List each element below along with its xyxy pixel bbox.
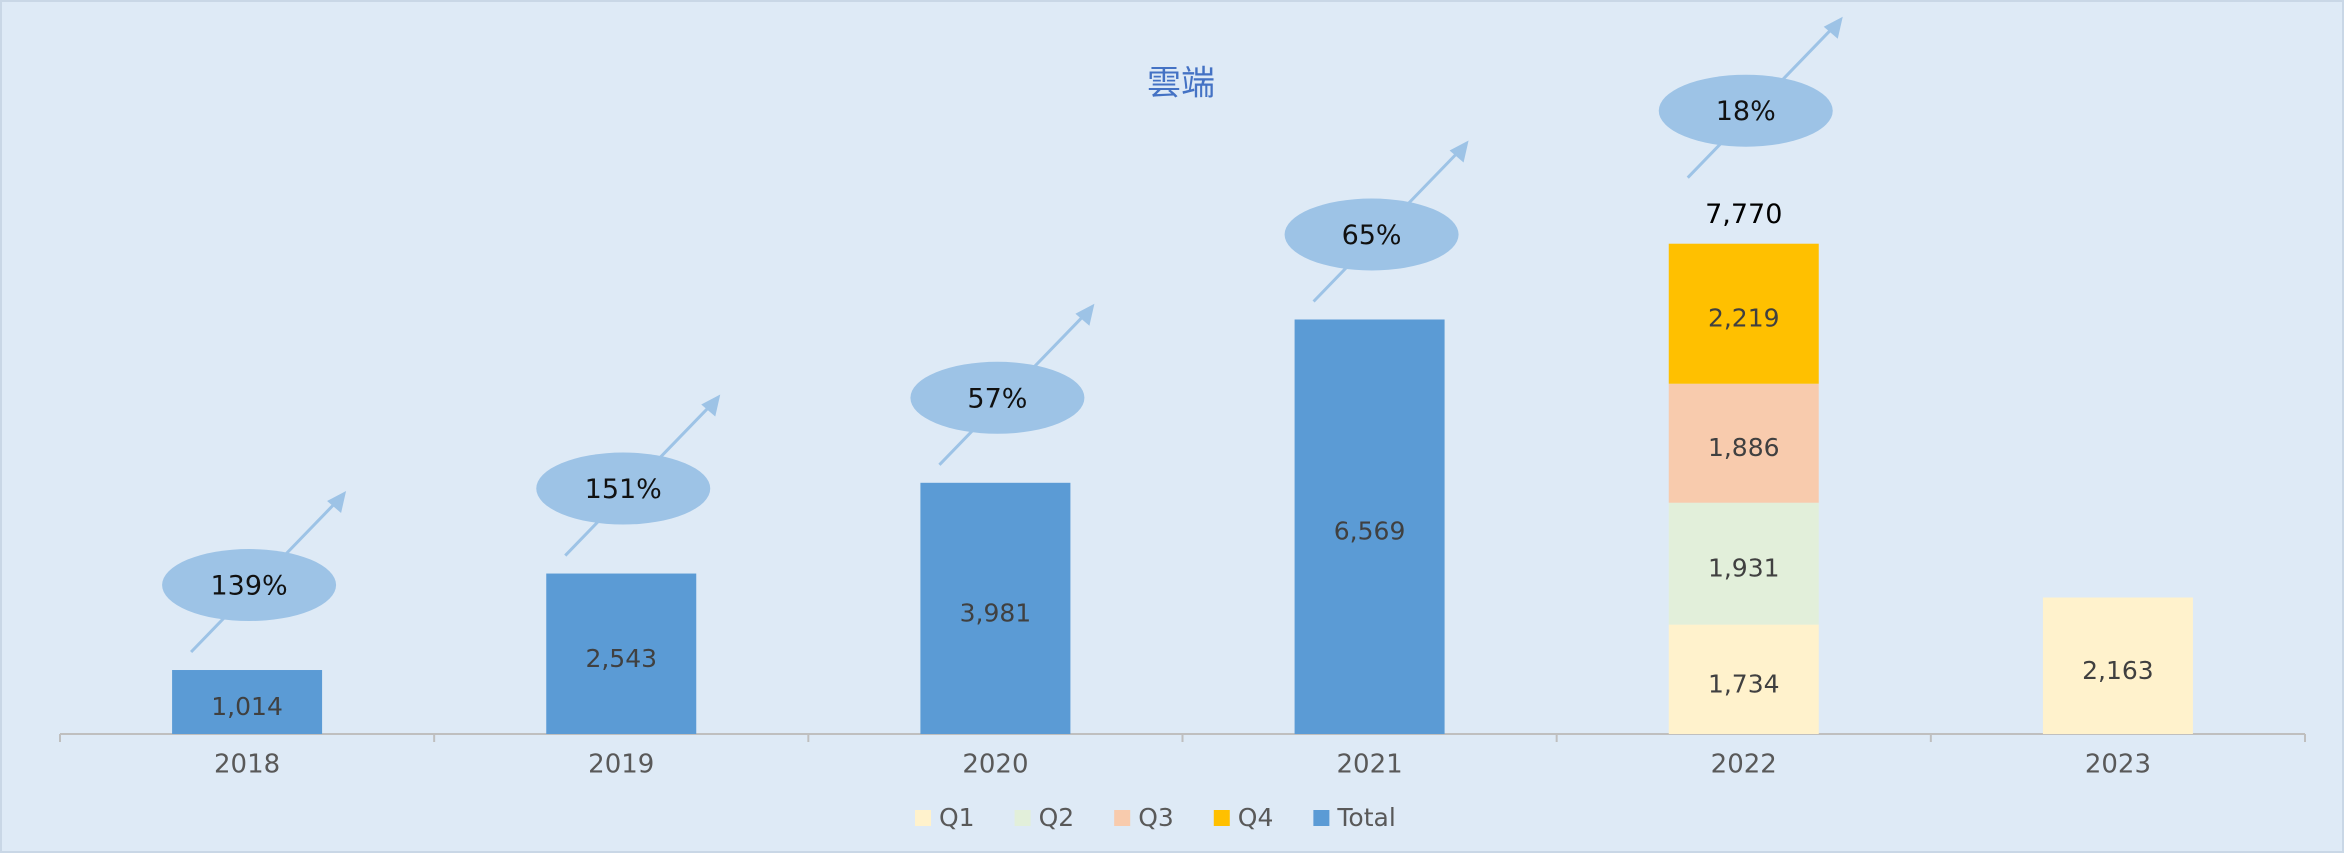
x-tick-label: 2020 xyxy=(962,750,1028,780)
bar-segment xyxy=(1294,319,1445,734)
bar-segment xyxy=(1668,502,1819,625)
x-tick-label: 2021 xyxy=(1336,750,1402,780)
legend-swatch xyxy=(1213,810,1230,826)
data-label: 2,163 xyxy=(2082,656,2154,685)
growth-bubble xyxy=(910,361,1085,434)
growth-bubble xyxy=(1658,74,1833,147)
bar-segment xyxy=(1668,243,1819,384)
bar-segment xyxy=(1668,624,1819,734)
bar-segment xyxy=(172,670,323,734)
bar-segment xyxy=(920,482,1071,734)
legend-label: Q2 xyxy=(1039,803,1075,832)
chart-title: 雲端 xyxy=(1147,64,1215,104)
growth-label: 139% xyxy=(210,571,287,602)
data-label: 1,886 xyxy=(1708,433,1780,462)
x-tick-label: 2018 xyxy=(214,750,280,780)
bar-segment xyxy=(1668,383,1819,503)
data-label: 6,569 xyxy=(1334,517,1406,546)
x-tick-label: 2022 xyxy=(1711,750,1777,780)
legend-label: Q1 xyxy=(939,803,975,832)
legend-swatch xyxy=(1114,810,1131,826)
growth-arrowhead xyxy=(701,394,721,417)
data-label: 1,734 xyxy=(1708,669,1780,698)
x-tick-label: 2023 xyxy=(2085,750,2151,780)
growth-arrowhead xyxy=(327,491,347,514)
growth-label: 57% xyxy=(967,383,1027,414)
legend-swatch xyxy=(1313,810,1330,826)
bar-segment xyxy=(2042,597,2193,734)
data-label: 3,981 xyxy=(960,598,1032,627)
data-label: 1,014 xyxy=(211,692,283,721)
legend-swatch xyxy=(915,810,931,826)
growth-arrowhead xyxy=(1075,303,1095,326)
data-label: 1,931 xyxy=(1708,554,1780,583)
growth-label: 151% xyxy=(585,474,662,505)
growth-label: 65% xyxy=(1342,220,1402,251)
growth-bubble xyxy=(1284,198,1459,271)
legend-label: Q4 xyxy=(1238,803,1274,832)
legend-swatch xyxy=(1014,810,1031,826)
growth-bubble xyxy=(536,452,711,525)
total-label: 7,770 xyxy=(1705,199,1782,230)
growth-bubble xyxy=(162,549,337,622)
data-label: 2,219 xyxy=(1708,304,1780,333)
legend-label: Total xyxy=(1336,803,1395,832)
bar-segment xyxy=(546,573,697,734)
x-tick-label: 2019 xyxy=(588,750,654,780)
growth-arrowhead xyxy=(1449,140,1469,163)
data-label: 2,543 xyxy=(585,644,657,673)
growth-label: 18% xyxy=(1716,96,1776,127)
legend-label: Q3 xyxy=(1138,803,1174,832)
growth-arrowhead xyxy=(1823,16,1843,39)
